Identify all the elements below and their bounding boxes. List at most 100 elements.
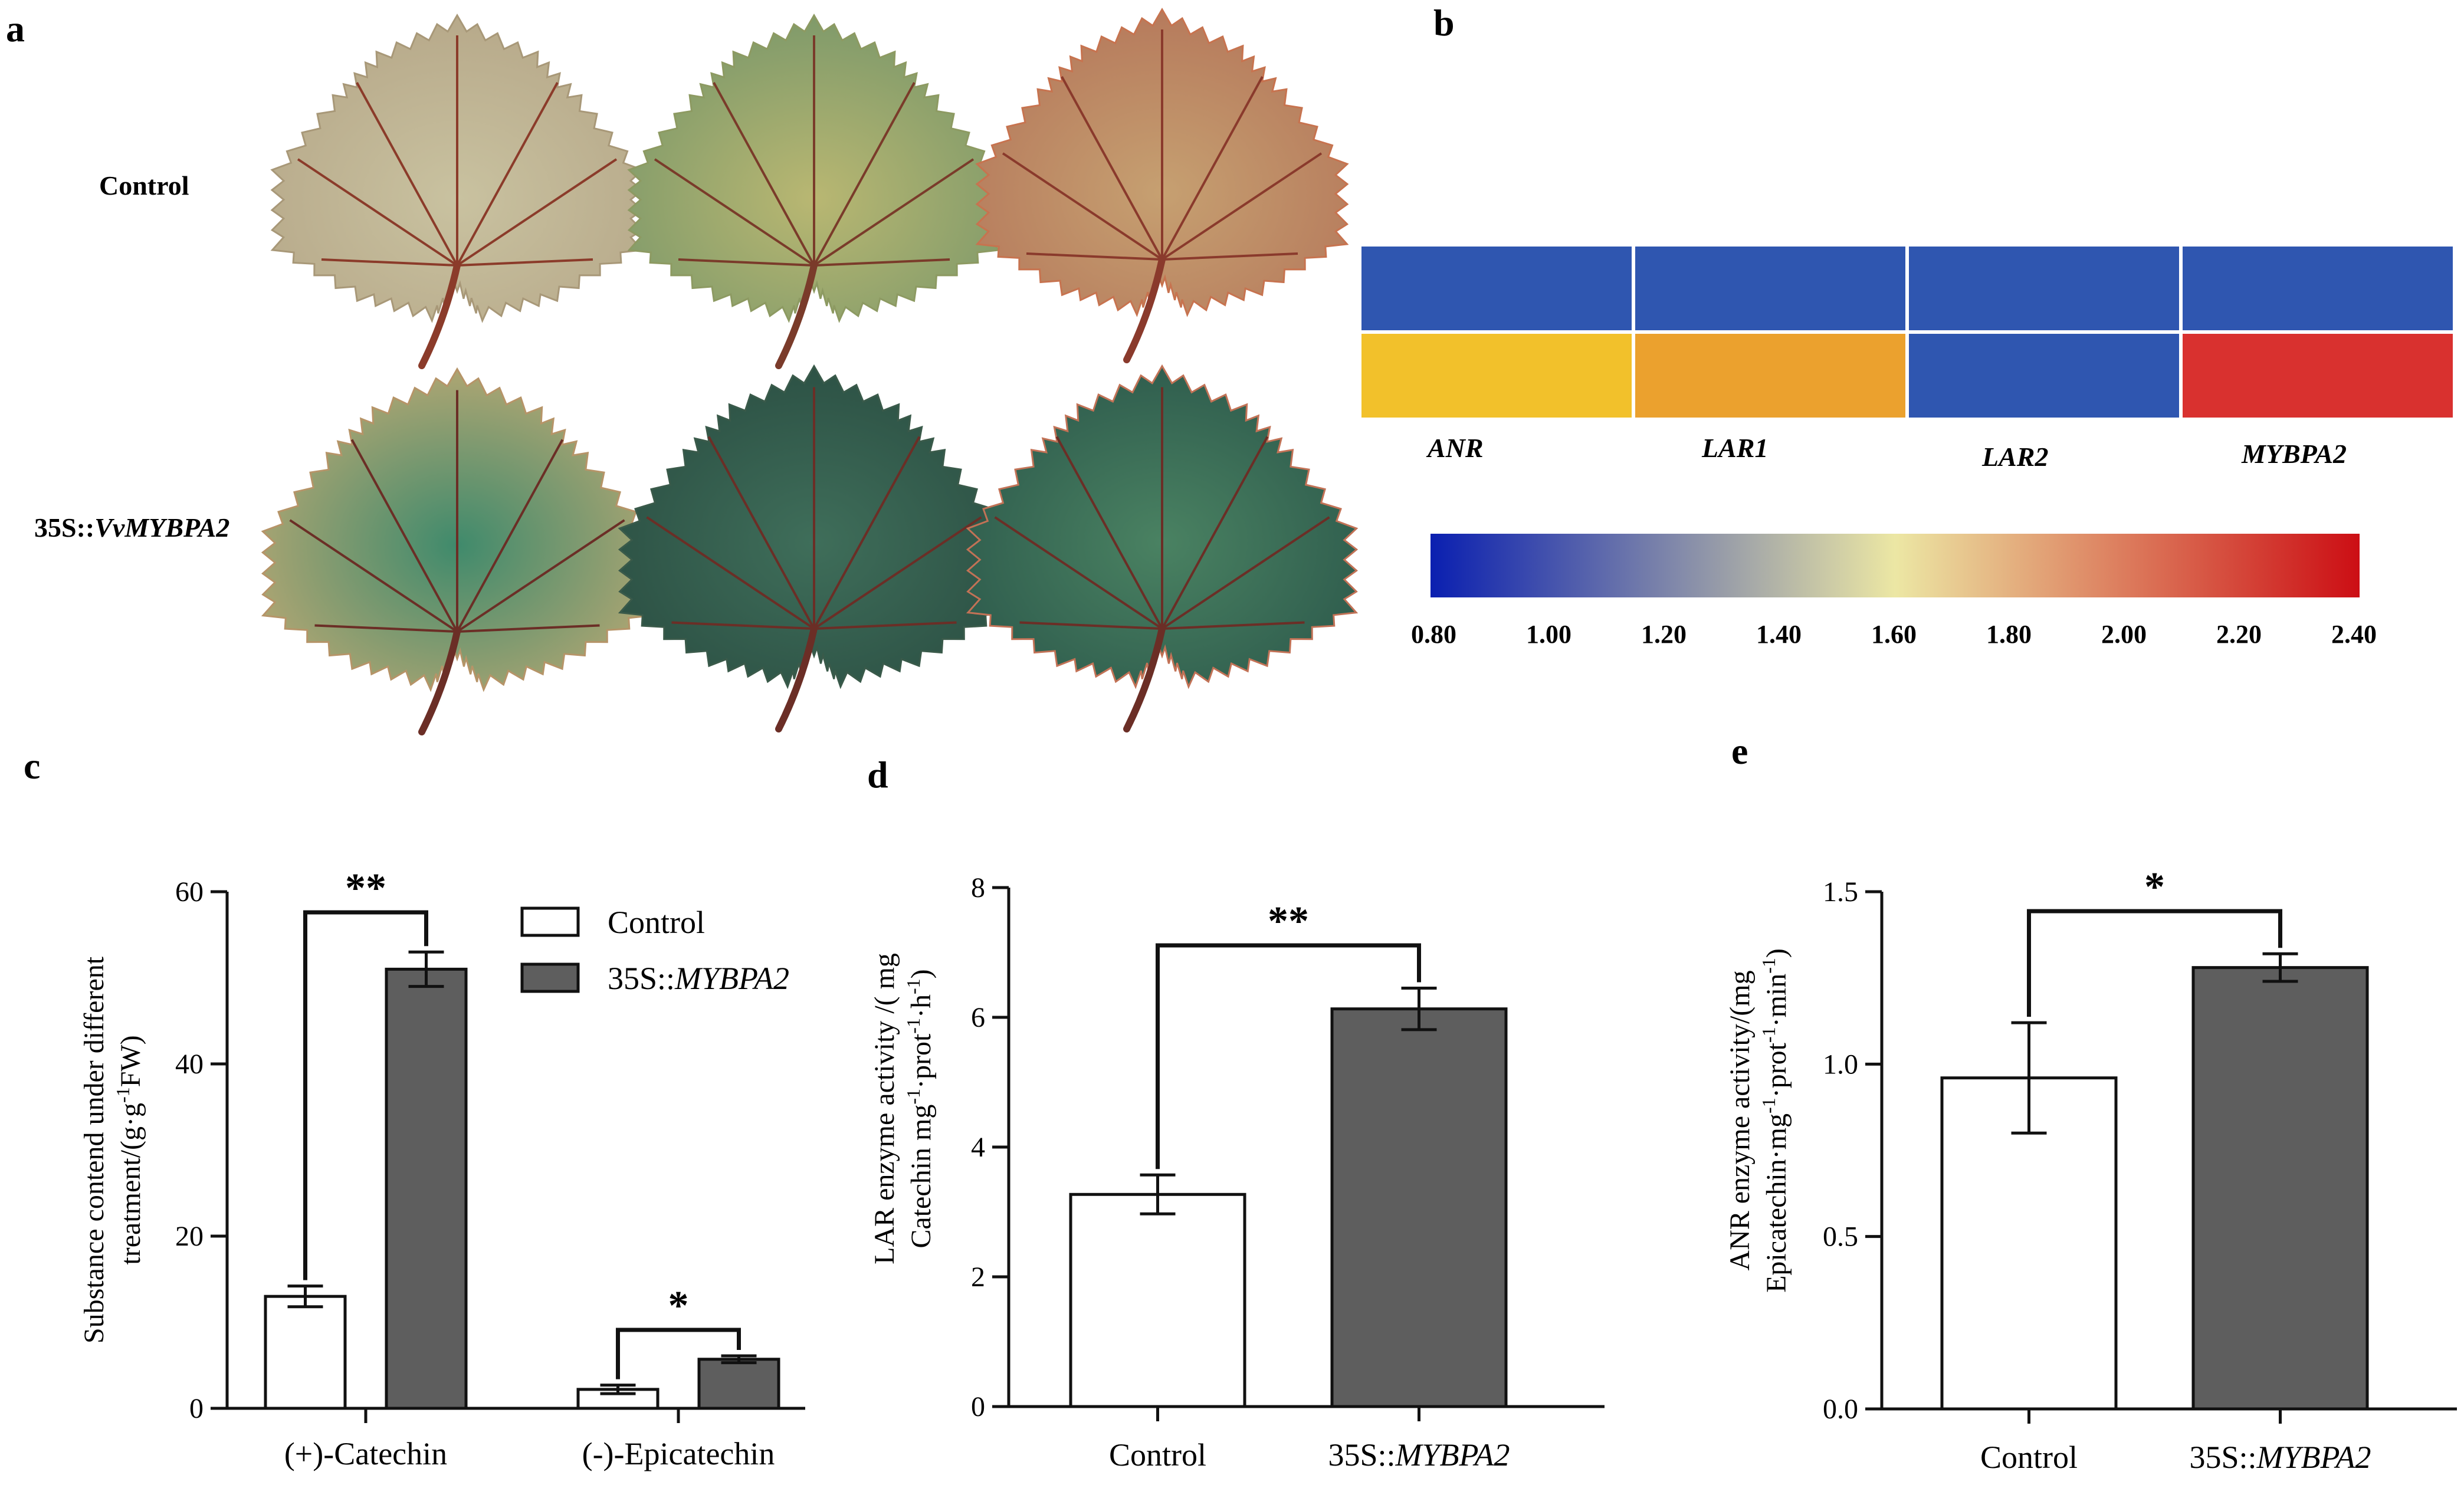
leaf-vein bbox=[289, 519, 458, 633]
colorbar-tick-label: 2.20 bbox=[2216, 620, 2262, 649]
leaf-photographs bbox=[261, 8, 1359, 735]
x-category-label: 35S::MYBPA2 bbox=[1328, 1437, 1510, 1473]
leaf-petiole bbox=[775, 262, 818, 369]
heatmap-cell bbox=[1909, 334, 2179, 418]
heatmap bbox=[1361, 247, 2453, 418]
significance-bracket bbox=[616, 1328, 741, 1379]
heatmap-cell bbox=[2183, 247, 2453, 330]
bar bbox=[1330, 1007, 1508, 1408]
y-tick-label: 60 bbox=[175, 876, 204, 908]
leaf-vein bbox=[314, 624, 458, 633]
bar bbox=[264, 1295, 347, 1410]
bar bbox=[385, 967, 468, 1410]
y-tick-label: 2 bbox=[971, 1261, 985, 1293]
significance-label: ** bbox=[345, 866, 386, 911]
leaf-petiole bbox=[1123, 625, 1166, 732]
colorbar-tick-label: 1.60 bbox=[1871, 620, 1917, 649]
leaf-vein bbox=[1002, 152, 1163, 261]
leaf-vein bbox=[356, 82, 458, 266]
x-category-label: Control bbox=[1109, 1437, 1206, 1473]
y-axis-label-line2: Catechin mg-1·prot-1·h-1) bbox=[903, 969, 937, 1248]
significance-bracket bbox=[2027, 909, 2282, 1017]
panel-letter-e: e bbox=[1731, 730, 1748, 772]
significance-label: * bbox=[2144, 865, 2165, 910]
colorbar bbox=[1431, 534, 2360, 597]
y-tick-label: 8 bbox=[971, 872, 985, 904]
gene-label-mybpa2: MYBPA2 bbox=[2241, 439, 2347, 469]
leaf-vein bbox=[813, 516, 982, 630]
leaf-petiole bbox=[418, 628, 461, 735]
significance-bracket bbox=[303, 910, 428, 1280]
row-label-control: Control bbox=[99, 170, 189, 201]
leaf-vein bbox=[713, 82, 815, 266]
x-category-label: 35S::MYBPA2 bbox=[2189, 1440, 2371, 1475]
bar bbox=[2191, 966, 2369, 1411]
chart-e: 0.0 0.5 1.0 1.5 *Control 35S::MYBPA2 ANR enzym… bbox=[1724, 865, 2457, 1475]
leaf-vein bbox=[457, 258, 593, 267]
leaf-vein bbox=[1026, 252, 1163, 261]
y-tick-label: 4 bbox=[971, 1132, 985, 1163]
leaf-vein bbox=[707, 436, 815, 629]
leaf-vein bbox=[1161, 76, 1264, 260]
leaf-vein bbox=[813, 258, 950, 267]
leaf-petiole bbox=[1123, 256, 1166, 363]
leaf-vein bbox=[1161, 436, 1269, 629]
bar bbox=[1069, 1192, 1246, 1408]
colorbar-tick-label: 1.40 bbox=[1756, 620, 1802, 649]
heatmap-gene-labels: ANR LAR1 LAR2 MYBPA2 bbox=[1426, 433, 2347, 472]
x-category-label: (+)-Catechin bbox=[284, 1436, 447, 1471]
leaf-vein bbox=[1061, 76, 1163, 260]
leaf-petiole bbox=[418, 262, 461, 369]
gene-label-lar1: LAR1 bbox=[1701, 433, 1768, 463]
leaf-vein bbox=[654, 158, 815, 267]
y-axis-label-line1: ANR enzyme activity/(mg bbox=[1724, 970, 1756, 1270]
leaf-vein bbox=[1161, 516, 1330, 630]
leaf-vein bbox=[671, 621, 815, 630]
panel-letter-b: b bbox=[1433, 2, 1455, 44]
leaf-vein bbox=[1055, 436, 1163, 629]
heatmap-cell bbox=[2183, 334, 2453, 418]
leaf-vein bbox=[457, 624, 600, 633]
y-tick-label: 0 bbox=[189, 1393, 204, 1424]
leaf-vein bbox=[456, 82, 559, 266]
y-tick-label: 20 bbox=[175, 1221, 204, 1252]
leaf-vein bbox=[813, 82, 916, 266]
heatmap-cell bbox=[1361, 334, 1632, 418]
colorbar-tick-label: 1.80 bbox=[1986, 620, 2032, 649]
leaf-vein bbox=[456, 519, 625, 633]
y-tick-label: 0.5 bbox=[1823, 1221, 1858, 1253]
y-tick-label: 1.5 bbox=[1823, 876, 1858, 908]
colorbar-tick-label: 2.40 bbox=[2331, 620, 2377, 649]
panel-letter-c: c bbox=[24, 745, 40, 787]
leaf-vein bbox=[456, 439, 564, 632]
leaf-vein bbox=[1019, 621, 1163, 630]
legend-label-control: Control bbox=[608, 905, 705, 940]
x-category-label: Control bbox=[1980, 1440, 2078, 1475]
colorbar-tick-label: 0.80 bbox=[1411, 620, 1456, 649]
x-category-label: (-)-Epicatechin bbox=[582, 1436, 775, 1471]
leaf-vein bbox=[297, 158, 458, 267]
gene-label-anr: ANR bbox=[1426, 433, 1484, 463]
leaf-vein bbox=[321, 258, 458, 267]
leaf-vein bbox=[456, 158, 618, 267]
y-tick-label: 6 bbox=[971, 1002, 985, 1033]
heatmap-cell bbox=[1361, 247, 1632, 330]
leaf-vein bbox=[678, 258, 815, 267]
heatmap-cell bbox=[1909, 247, 2179, 330]
colorbar-tick-label: 2.00 bbox=[2101, 620, 2147, 649]
leaf-vein bbox=[1162, 252, 1298, 261]
leaf-vein bbox=[646, 516, 815, 630]
significance-bracket bbox=[1156, 943, 1421, 1169]
y-axis-label-line1: LAR enzyme activity /( mg bbox=[869, 953, 900, 1264]
panel-letter-a: a bbox=[6, 8, 25, 50]
panel-letter-d: d bbox=[867, 754, 888, 796]
leaf-vein bbox=[1161, 152, 1323, 261]
y-tick-label: 0.0 bbox=[1823, 1394, 1858, 1425]
leaf-vein bbox=[813, 436, 921, 629]
y-axis-label-line2: Epicatechin·mg-1·prot-1·min-1) bbox=[1758, 948, 1792, 1293]
colorbar-tick-label: 1.00 bbox=[1526, 620, 1571, 649]
legend-label-treatment: 35S::MYBPA2 bbox=[608, 961, 789, 996]
bar bbox=[697, 1358, 780, 1410]
